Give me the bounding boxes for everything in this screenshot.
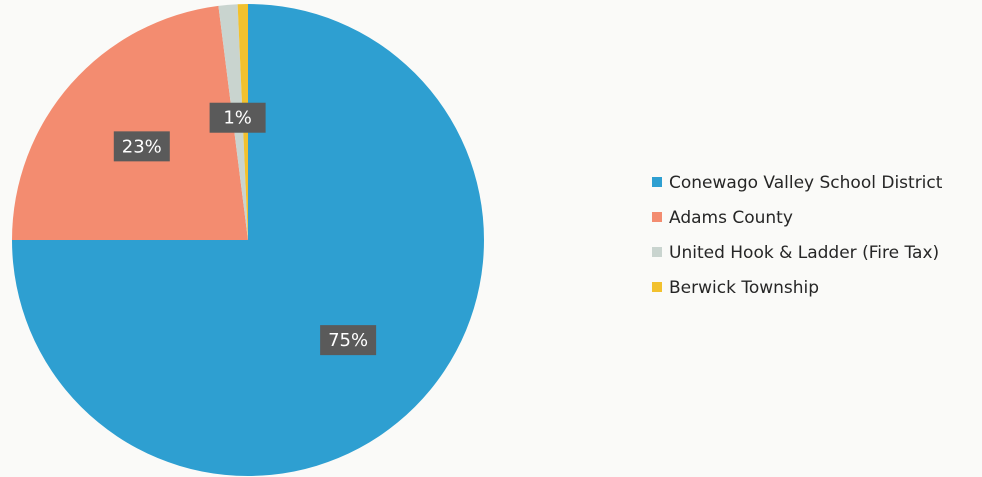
legend-label: Adams County (669, 208, 793, 228)
legend: Conewago Valley School District Adams Cou… (652, 173, 943, 298)
legend-item: Conewago Valley School District (652, 173, 943, 193)
data-label-text: 1% (223, 108, 252, 129)
legend-label: United Hook & Ladder (Fire Tax) (669, 243, 939, 263)
data-label-background (209, 102, 266, 133)
legend-swatch (652, 177, 662, 187)
legend-label: Berwick Township (669, 278, 819, 298)
legend-item: Berwick Township (652, 278, 819, 298)
pie-slices (12, 4, 484, 476)
legend-item: Adams County (652, 208, 793, 228)
pie-slice (12, 5, 248, 240)
data-label-text: 23% (122, 136, 162, 157)
data-labels: 75% 23% 1% (113, 102, 377, 356)
data-label: 1% (209, 102, 266, 133)
data-label-background (320, 325, 377, 356)
legend-swatch (652, 282, 662, 292)
legend-item: United Hook & Ladder (Fire Tax) (652, 243, 939, 263)
legend-label: Conewago Valley School District (669, 173, 943, 193)
data-label: 75% (320, 325, 377, 356)
data-label-text: 75% (328, 330, 368, 351)
legend-swatch (652, 247, 662, 257)
legend-swatch (652, 212, 662, 222)
data-label-background (113, 131, 170, 162)
data-label: 23% (113, 131, 170, 162)
